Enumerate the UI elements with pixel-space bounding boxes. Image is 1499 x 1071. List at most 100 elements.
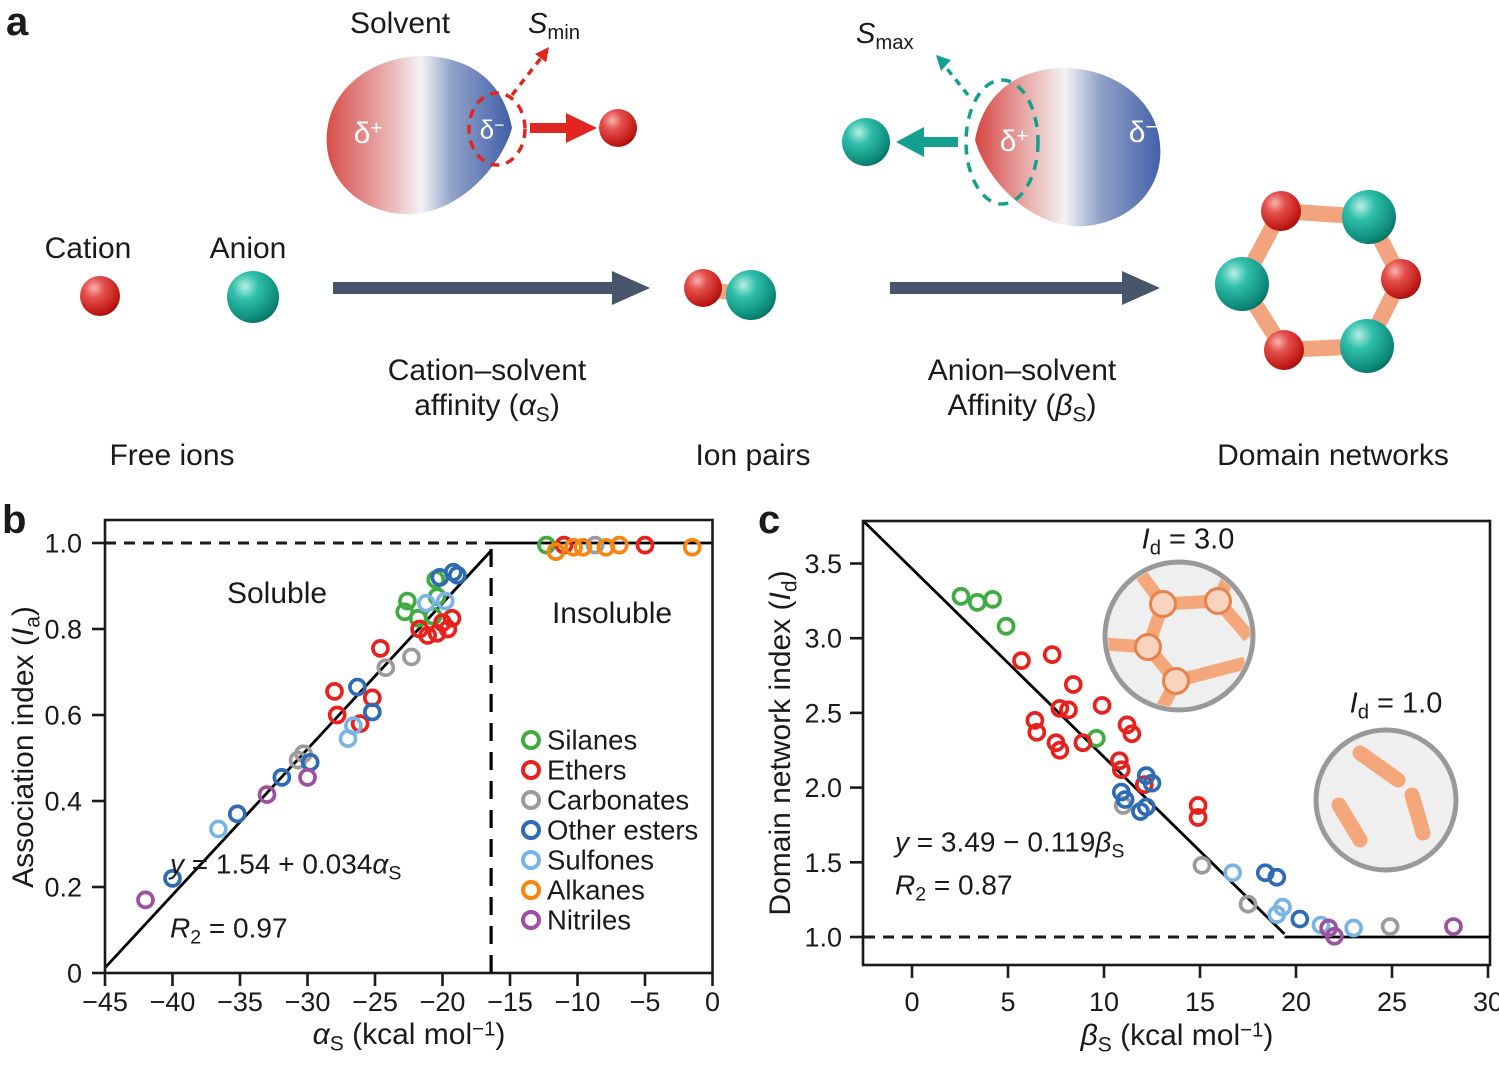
stage-ion-pairs-label: Ion pairs bbox=[695, 439, 811, 473]
data-point-ethers bbox=[438, 619, 458, 639]
delta-plus-label-2: δ+ bbox=[999, 125, 1029, 159]
panel-b-x-axis-title: αS (kcal mol−1) bbox=[312, 1018, 506, 1056]
legend-marker-silanes bbox=[521, 730, 541, 750]
smin-dashed-arrow-head bbox=[535, 47, 549, 63]
data-point-carbonates bbox=[1192, 855, 1212, 875]
y-tick-label: 3.5 bbox=[804, 549, 842, 579]
panel-b-r-squared: R2 = 0.97 bbox=[170, 912, 288, 949]
x-tick-label: −25 bbox=[352, 987, 398, 1017]
step1-line2: affinity (αS) bbox=[414, 389, 560, 427]
data-point-ethers bbox=[1063, 675, 1083, 694]
step2-line1: Anion–solvent bbox=[927, 354, 1117, 388]
y-tick-label: 0.4 bbox=[44, 787, 82, 817]
data-point-other-esters bbox=[1290, 909, 1310, 929]
data-point-ethers bbox=[1059, 700, 1078, 720]
panel-c-letter: c bbox=[758, 498, 781, 542]
legend-marker-ethers bbox=[521, 760, 541, 780]
data-point-ethers bbox=[1122, 724, 1142, 744]
x-tick-label: −40 bbox=[150, 987, 196, 1017]
data-point-ethers bbox=[1012, 651, 1031, 670]
network-anion-sphere bbox=[1342, 190, 1396, 244]
data-point-carbonates bbox=[1380, 917, 1400, 936]
data-point-silanes bbox=[951, 587, 971, 606]
panel-c-r-squared: R2 = 0.87 bbox=[895, 869, 1013, 906]
y-tick-label: 0.6 bbox=[44, 701, 82, 731]
data-point-ethers bbox=[1117, 715, 1137, 735]
soluble-region-label: Soluble bbox=[226, 577, 328, 611]
legend-label-other-esters: Other esters bbox=[547, 815, 698, 846]
data-point-other-esters bbox=[272, 767, 292, 787]
network-cation-sphere bbox=[1261, 191, 1301, 231]
network-anion-sphere bbox=[1215, 257, 1269, 311]
smax-dashed-circle bbox=[964, 78, 1040, 206]
data-point-ethers bbox=[1134, 775, 1154, 794]
data-point-ethers bbox=[1110, 751, 1129, 771]
data-point-nitriles bbox=[298, 767, 317, 787]
smax-dashed-arrow-head bbox=[936, 55, 951, 71]
x-tick-label: −35 bbox=[217, 987, 263, 1017]
y-tick-label: 0 bbox=[67, 959, 82, 989]
x-tick-label: 20 bbox=[1281, 987, 1311, 1017]
free-anion-sphere bbox=[227, 271, 279, 323]
delta-plus-label-1: δ+ bbox=[353, 117, 383, 151]
ejected-anion-sphere bbox=[842, 118, 890, 166]
stage-domain-networks-label: Domain networks bbox=[1217, 439, 1449, 473]
data-point-alkanes bbox=[546, 542, 566, 561]
data-point-ethers bbox=[1111, 760, 1131, 780]
data-point-other-esters bbox=[448, 565, 467, 585]
x-tick-label: 10 bbox=[1089, 987, 1119, 1017]
data-point-nitriles bbox=[1444, 917, 1463, 936]
data-point-carbonates bbox=[1238, 894, 1258, 914]
y-tick-label: 2.0 bbox=[804, 773, 842, 803]
ion-pair-cation bbox=[684, 269, 722, 307]
data-point-ethers bbox=[371, 638, 390, 658]
x-tick-label: −20 bbox=[420, 987, 466, 1017]
panel-a-schematic bbox=[80, 47, 1421, 373]
legend-label-carbonates: Carbonates bbox=[547, 785, 689, 816]
x-tick-label: 5 bbox=[1000, 987, 1015, 1017]
x-tick-label: −5 bbox=[630, 987, 661, 1017]
data-point-alkanes bbox=[609, 535, 629, 555]
y-tick-label: 1.5 bbox=[804, 848, 842, 878]
data-point-other-esters bbox=[163, 869, 182, 888]
data-point-ethers bbox=[325, 681, 344, 701]
data-point-nitriles bbox=[136, 890, 155, 910]
network-anion-sphere bbox=[1340, 319, 1394, 373]
inset-isolated-label: Id = 1.0 bbox=[1349, 687, 1443, 724]
legend-marker-sulfones bbox=[521, 850, 541, 870]
data-point-carbonates bbox=[376, 658, 396, 678]
data-point-nitriles bbox=[257, 785, 277, 804]
delta-minus-label-2: δ− bbox=[1128, 116, 1158, 150]
data-point-silanes bbox=[398, 591, 417, 611]
data-point-other-esters bbox=[1142, 773, 1162, 793]
data-point-ethers bbox=[1188, 796, 1208, 815]
data-point-other-esters bbox=[227, 804, 247, 824]
data-point-ethers bbox=[327, 705, 347, 725]
inset-network-label: Id = 3.0 bbox=[1141, 523, 1235, 560]
free-cation-sphere bbox=[80, 276, 120, 316]
data-point-sulfones bbox=[1267, 905, 1287, 924]
data-point-sulfones bbox=[209, 819, 228, 839]
panel-c-fit-equation: y = 3.49 − 0.119βS bbox=[895, 826, 1125, 863]
solvent-blob-anion-side bbox=[975, 68, 1161, 227]
plot-frame bbox=[861, 519, 1492, 967]
legend-label-nitriles: Nitriles bbox=[547, 905, 631, 936]
panel-c-x-axis-title: βS (kcal mol−1) bbox=[1080, 1019, 1274, 1057]
data-point-sulfones bbox=[435, 591, 455, 611]
legend-label-sulfones: Sulfones bbox=[547, 845, 654, 876]
step1-line1: Cation–solvent bbox=[387, 354, 587, 388]
smin-dashed-circle bbox=[467, 91, 527, 167]
anion-eject-arrow-head bbox=[896, 127, 924, 157]
step2-line2: Affinity (βS) bbox=[947, 389, 1097, 427]
panel-c-plot: 0 5 10 15 20 25 30 1.0 1.5 2.0 2.5 3.0 3.5 bbox=[804, 519, 1499, 1017]
panel-b-fit-equation: y = 1.54 + 0.034αS bbox=[170, 848, 402, 885]
data-point-carbonates bbox=[402, 647, 421, 667]
reaction-arrow-2-head bbox=[1122, 271, 1160, 305]
ion-pair-anion bbox=[726, 270, 776, 320]
inset-isolated-illustration bbox=[1313, 727, 1459, 873]
data-point-ethers bbox=[1073, 733, 1093, 753]
data-point-ethers bbox=[635, 535, 655, 555]
data-point-ethers bbox=[1050, 740, 1070, 760]
data-point-carbonates bbox=[585, 535, 605, 555]
